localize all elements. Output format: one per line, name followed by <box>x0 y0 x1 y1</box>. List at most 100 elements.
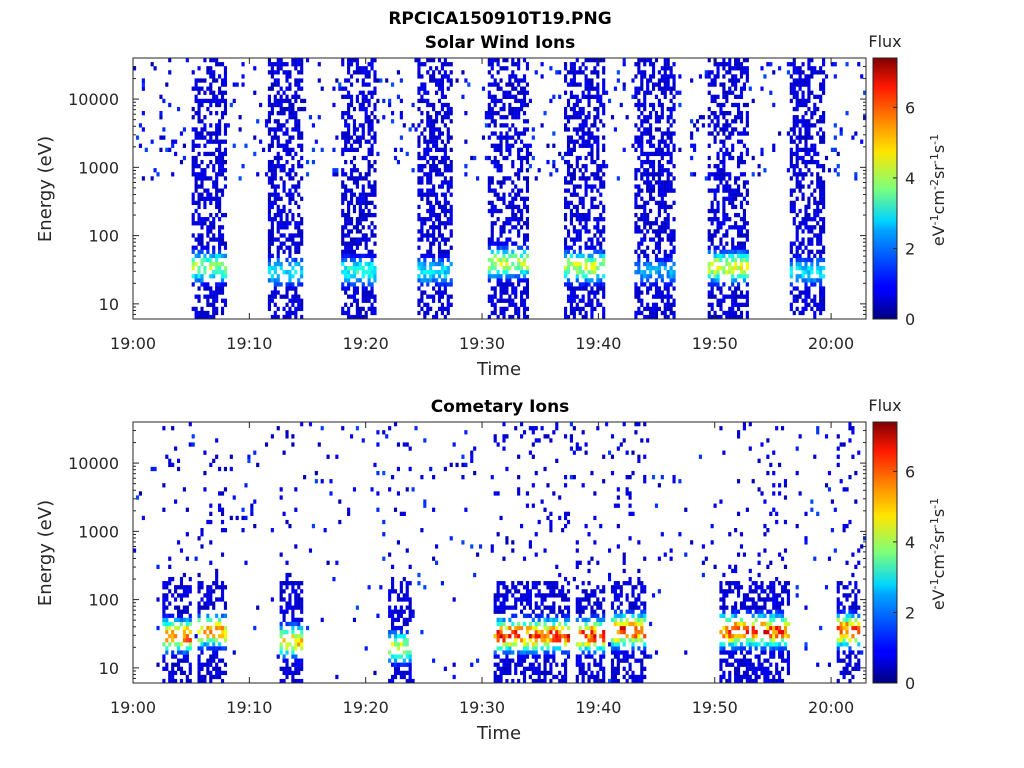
heatmap-cell <box>367 261 371 267</box>
heatmap-cell <box>522 204 527 210</box>
heatmap-cell <box>525 102 530 108</box>
heatmap-cell <box>209 74 213 79</box>
heatmap-cell <box>734 180 738 185</box>
heatmap-cell <box>446 265 450 271</box>
heatmap-cell <box>209 86 213 91</box>
heatmap-cell <box>279 605 283 610</box>
heatmap-cell <box>179 621 184 627</box>
heatmap-cell <box>590 237 594 242</box>
heatmap-cell <box>203 282 207 287</box>
heatmap-cell <box>432 237 436 242</box>
heatmap-cell <box>734 286 738 291</box>
heatmap-cell <box>417 155 421 161</box>
heatmap-cell <box>572 294 576 299</box>
heatmap-cell <box>599 119 603 124</box>
heatmap-cell <box>376 78 380 83</box>
heatmap-cell <box>819 278 823 283</box>
heatmap-cell <box>578 111 582 116</box>
heatmap-cell <box>822 265 826 271</box>
heatmap-cell <box>396 613 401 618</box>
heatmap-cell <box>813 106 817 112</box>
heatmap-cell <box>514 306 518 312</box>
heatmap-cell <box>247 454 251 459</box>
heatmap-cell <box>804 127 808 132</box>
heatmap-cell <box>282 597 286 602</box>
heatmap-cell <box>672 74 676 79</box>
heatmap-cell <box>396 159 401 165</box>
heatmap-cell <box>273 184 277 189</box>
heatmap-cell <box>449 119 453 124</box>
heatmap-cell <box>804 119 808 124</box>
heatmap-cell <box>522 176 527 181</box>
heatmap-cell <box>819 310 823 316</box>
heatmap-cell <box>285 217 289 222</box>
heatmap-cell <box>297 192 301 197</box>
heatmap-cell <box>423 86 427 91</box>
heatmap-cell <box>707 310 711 316</box>
heatmap-cell <box>728 86 732 91</box>
heatmap-cell <box>795 184 799 189</box>
heatmap-cell <box>651 306 656 312</box>
heatmap-cell <box>713 62 717 67</box>
heatmap-cell <box>657 241 661 246</box>
heatmap-cell <box>508 78 512 83</box>
heatmap-cell <box>490 204 494 210</box>
heatmap-cell <box>575 155 579 161</box>
heatmap-cell <box>288 253 292 259</box>
heatmap-cell <box>297 597 301 602</box>
heatmap-cell <box>288 261 292 267</box>
heatmap-cell <box>651 135 656 140</box>
heatmap-cell <box>349 62 354 67</box>
heatmap-cell <box>203 168 207 173</box>
heatmap-cell <box>429 168 433 173</box>
heatmap-cell <box>215 98 219 104</box>
heatmap-cell <box>634 261 638 267</box>
heatmap-cell <box>297 131 301 136</box>
heatmap-cell <box>270 127 274 132</box>
heatmap-cell <box>672 164 676 169</box>
heatmap-cell <box>725 257 729 263</box>
heatmap-cell <box>742 58 746 63</box>
heatmap-cell <box>742 241 746 246</box>
heatmap-cell <box>572 306 576 312</box>
heatmap-cell <box>420 86 424 91</box>
heatmap-cell <box>367 278 371 283</box>
heatmap-cell <box>429 180 433 185</box>
heatmap-cell <box>502 135 506 140</box>
heatmap-cell <box>569 139 573 144</box>
heatmap-cell <box>279 102 283 108</box>
heatmap-cell <box>731 314 735 320</box>
heatmap-cell <box>273 310 277 316</box>
heatmap-cell <box>373 298 377 303</box>
heatmap-cell <box>229 515 233 521</box>
heatmap-cell <box>220 111 225 116</box>
heatmap-cell <box>297 282 301 287</box>
heatmap-cell <box>634 192 638 197</box>
heatmap-cell <box>798 82 802 87</box>
heatmap-cell <box>303 106 307 112</box>
heatmap-cell <box>558 94 562 99</box>
heatmap-cell <box>672 298 676 303</box>
heatmap-cell <box>725 119 729 124</box>
heatmap-cell <box>801 229 805 234</box>
heatmap-cell <box>432 274 436 279</box>
heatmap-cell <box>584 310 588 316</box>
heatmap-cell <box>420 221 424 226</box>
heatmap-cell <box>596 229 600 234</box>
heatmap-cell <box>511 261 515 267</box>
heatmap-cell <box>432 294 436 299</box>
heatmap-cell <box>197 638 201 643</box>
heatmap-cell <box>291 617 295 623</box>
heatmap-cell <box>789 192 793 197</box>
heatmap-cell <box>520 98 524 104</box>
heatmap-cell <box>349 249 354 254</box>
heatmap-cell <box>373 192 377 197</box>
heatmap-cell <box>822 306 826 312</box>
heatmap-cell <box>663 286 667 291</box>
heatmap-cell <box>437 172 442 177</box>
heatmap-cell <box>807 229 811 234</box>
heatmap-cell <box>651 66 656 71</box>
heatmap-cell <box>349 282 354 287</box>
heatmap-cell <box>162 601 166 606</box>
heatmap-cell <box>179 581 184 586</box>
